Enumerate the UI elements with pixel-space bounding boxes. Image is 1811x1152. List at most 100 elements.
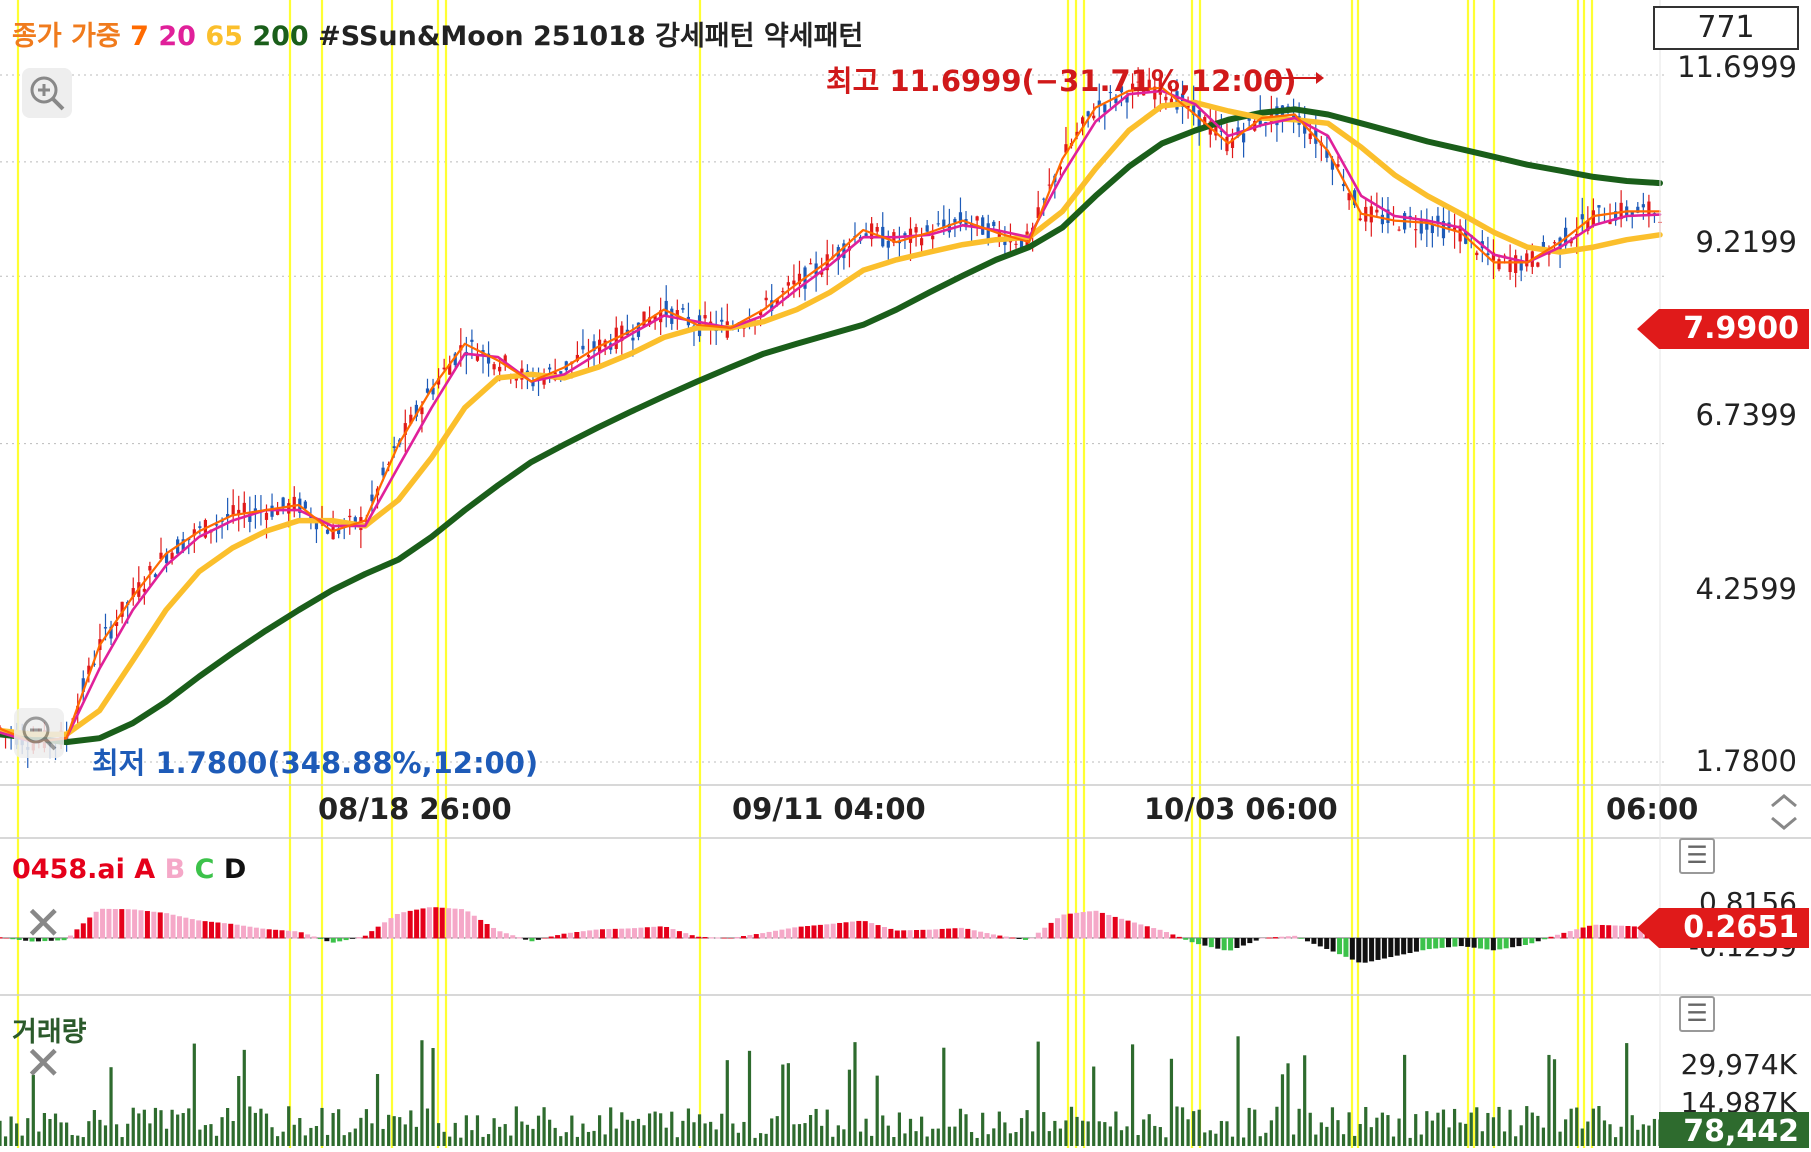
volume-bar: [1558, 1131, 1562, 1146]
volume-bar: [1208, 1130, 1212, 1146]
oscillator-bar: [446, 908, 452, 939]
candle-body: [292, 496, 296, 511]
oscillator-bar: [958, 927, 964, 939]
candle-body: [1225, 136, 1229, 152]
oscillator-bar: [760, 933, 766, 939]
indicator-b[interactable]: B: [164, 854, 186, 885]
volume-bar: [98, 1119, 102, 1146]
oscillator-bar: [407, 910, 413, 939]
oscillator-bar: [1266, 937, 1272, 939]
volume-bar: [1430, 1120, 1434, 1146]
oscillator-bar: [350, 938, 356, 939]
volume-bar: [509, 1135, 513, 1146]
volume-bar: [159, 1110, 163, 1146]
candle-body: [442, 367, 446, 370]
indicator-c[interactable]: C: [194, 854, 215, 885]
volume-bar: [1319, 1122, 1323, 1146]
candle-body: [1536, 262, 1540, 267]
candle-body: [592, 341, 596, 352]
oscillator-bar: [849, 921, 855, 939]
legend-ma20[interactable]: 20: [158, 21, 196, 52]
axis-scroll-icon[interactable]: [1766, 790, 1802, 834]
legend-ma200[interactable]: 200: [252, 21, 309, 52]
volume-bar: [1253, 1109, 1257, 1146]
volume-bar: [387, 1114, 391, 1146]
volume-bar: [853, 1042, 857, 1146]
oscillator-bar: [465, 911, 471, 939]
candle-body: [620, 325, 624, 342]
oscillator-bar: [1407, 938, 1413, 954]
oscillator-bar: [1016, 938, 1022, 939]
candle-body: [581, 345, 585, 350]
oscillator-bar: [1478, 938, 1484, 949]
oscillator-bar: [1535, 938, 1541, 942]
volume-bar: [1242, 1137, 1246, 1146]
oscillator-bar: [375, 926, 381, 939]
candle-body: [1014, 243, 1018, 245]
oscillator-bar: [1061, 914, 1067, 939]
chart-legend: 종가 가중 7 20 65 200 #SSun&Moon 251018 강세패턴…: [12, 14, 863, 53]
oscillator-bar: [965, 928, 971, 939]
oscillator-bar: [68, 935, 74, 939]
oscillator-bar: [984, 933, 990, 939]
moving-average-lines: [0, 86, 1663, 746]
volume-bar: [314, 1126, 319, 1146]
oscillator-bar: [1362, 938, 1368, 963]
volume-bar: [903, 1133, 907, 1146]
candle-body: [575, 354, 579, 361]
candle-body: [1497, 259, 1501, 270]
volume-bar: [1119, 1130, 1124, 1146]
candle-body: [337, 528, 341, 534]
volume-bar: [248, 1106, 252, 1146]
candle-body: [436, 378, 441, 385]
candle-body: [214, 524, 219, 526]
close-indicator-icon[interactable]: ✕: [24, 896, 63, 950]
oscillator-bar: [1247, 938, 1253, 944]
indicator-a[interactable]: A: [134, 854, 156, 885]
volume-bar: [664, 1127, 668, 1146]
oscillator-bar: [1208, 938, 1214, 948]
candle-body: [264, 512, 269, 520]
oscillator-bar: [401, 912, 407, 939]
volume-bar: [287, 1106, 291, 1146]
oscillator-bar: [567, 932, 573, 939]
candle-body: [675, 310, 679, 316]
x-tick-label: 08/18 26:00: [318, 792, 512, 826]
volume-bar: [137, 1113, 141, 1146]
volume-bar: [570, 1115, 574, 1146]
indicator-menu-icon[interactable]: ☰: [1679, 838, 1715, 874]
legend-ma65[interactable]: 65: [205, 21, 243, 52]
candle-body: [981, 217, 985, 235]
oscillator-bar: [548, 936, 554, 939]
oscillator-bar: [638, 927, 644, 939]
oscillator-bar: [1196, 938, 1202, 945]
volume-bar: [459, 1137, 463, 1146]
oscillator-bar: [1465, 938, 1471, 947]
oscillator-bar: [574, 932, 580, 939]
volume-bar: [1525, 1106, 1529, 1146]
volume-bar: [142, 1109, 146, 1146]
candle-body: [1647, 201, 1651, 215]
zoom-out-icon[interactable]: [14, 708, 64, 758]
oscillator-bar: [1119, 918, 1125, 939]
volume-bar: [1025, 1110, 1029, 1146]
candle-body: [164, 553, 169, 564]
volume-bar: [92, 1110, 96, 1146]
zoom-in-icon[interactable]: [22, 68, 72, 118]
candle-body: [1380, 214, 1385, 225]
indicator-d[interactable]: D: [223, 854, 247, 885]
legend-ma7[interactable]: 7: [130, 21, 149, 52]
candle-body: [1164, 96, 1168, 101]
period-input[interactable]: 771: [1653, 6, 1799, 50]
close-volume-icon[interactable]: ✕: [24, 1036, 63, 1090]
volume-bar: [720, 1113, 724, 1146]
volume-bar: [1619, 1126, 1623, 1146]
candle-body: [1419, 218, 1423, 234]
volume-bar: [1175, 1106, 1179, 1146]
oscillator-bar: [1240, 938, 1246, 946]
candle-body: [653, 315, 657, 321]
oscillator-bar: [561, 933, 567, 939]
volume-menu-icon[interactable]: ☰: [1679, 996, 1715, 1032]
candle-body: [192, 529, 196, 536]
